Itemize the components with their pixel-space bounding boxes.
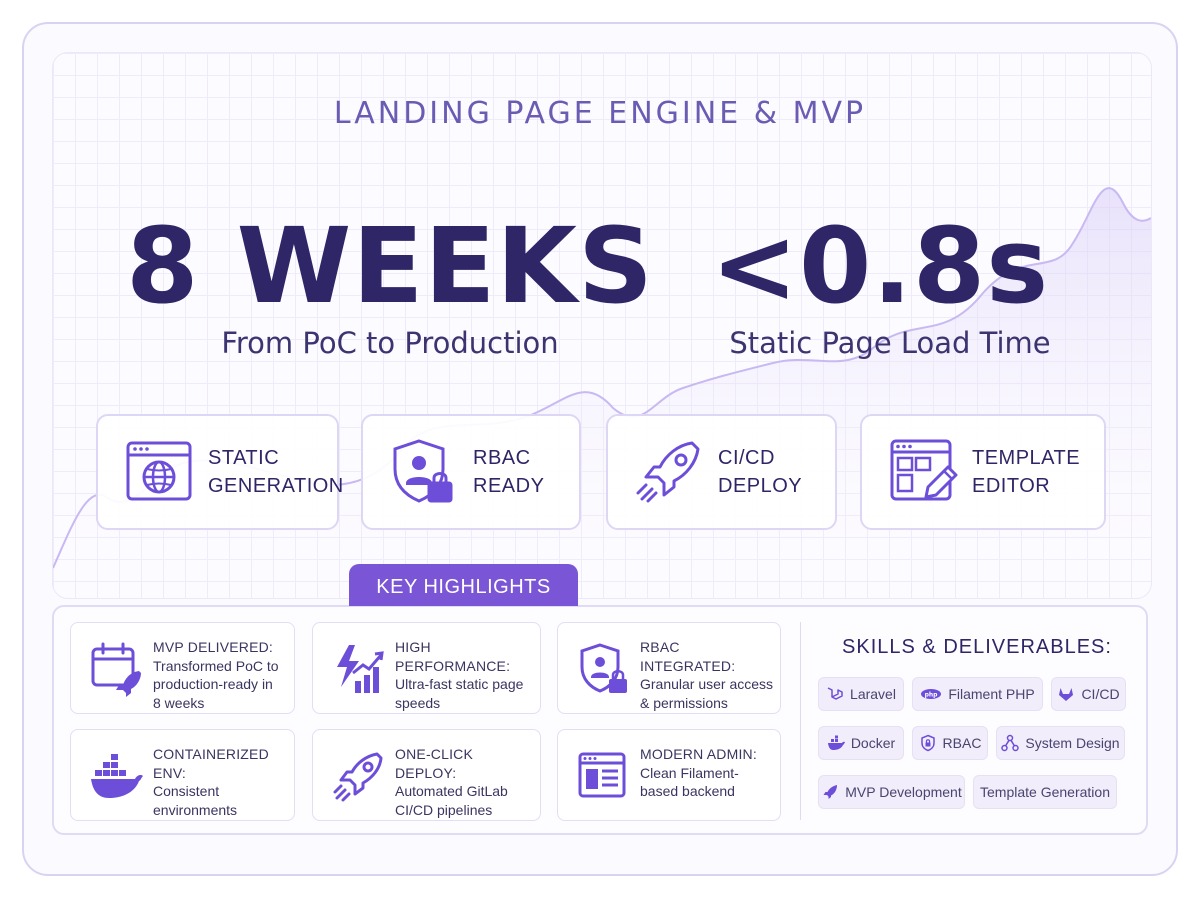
skill-chip-template-generation: Template Generation xyxy=(973,775,1117,809)
gitlab-icon xyxy=(1059,688,1074,701)
lightning-chart-icon xyxy=(337,645,384,693)
feature-rbac-ready: RBAC READY xyxy=(361,414,581,530)
highlight-one-click-deploy: ONE-CLICK DEPLOY: Automated GitLab CI/CD… xyxy=(312,729,541,821)
laravel-icon xyxy=(827,687,843,700)
skill-chip-mvp-development: MVP Development xyxy=(818,775,965,809)
highlight-rbac-integrated: RBAC INTEGRATED: Granular user access & … xyxy=(557,622,781,714)
docker-whale-icon xyxy=(91,754,143,798)
rocket-icon xyxy=(823,785,838,799)
metric-weeks-value: 8 WEEKS xyxy=(126,205,654,327)
highlight-modern-admin: MODERN ADMIN: Clean Filament- based back… xyxy=(557,729,781,821)
feature-label-line2: DEPLOY xyxy=(718,475,803,497)
skill-chip-label: System Design xyxy=(1025,735,1120,751)
feature-label-line1: TEMPLATE xyxy=(972,447,1081,469)
page-eyebrow-title: LANDING PAGE ENGINE & MVP xyxy=(333,96,867,131)
highlight-desc-line1: Granular user access xyxy=(640,676,774,692)
skill-chip-label: Template Generation xyxy=(980,784,1110,800)
shield-lock-icon xyxy=(920,734,935,752)
skill-chip-filament-php: php Filament PHP xyxy=(912,677,1043,711)
rocket-icon xyxy=(333,752,383,802)
rocket-icon xyxy=(636,441,700,503)
highlight-desc-line1: Automated GitLab xyxy=(395,783,508,799)
skill-chip-rbac: RBAC xyxy=(912,726,988,760)
highlight-mvp-delivered: MVP DELIVERED: Transformed PoC to produc… xyxy=(70,622,295,714)
skills-title: SKILLS & DELIVERABLES: xyxy=(842,636,1112,658)
highlight-desc-line2: speeds xyxy=(395,694,441,711)
skill-chip-cicd: CI/CD xyxy=(1051,677,1126,711)
feature-label-line2: EDITOR xyxy=(972,475,1051,497)
metric-weeks-caption: From PoC to Production xyxy=(221,326,559,360)
skill-chip-label: CI/CD xyxy=(1081,686,1120,702)
feature-template-editor: TEMPLATE EDITOR xyxy=(860,414,1106,530)
skill-chip-laravel: Laravel xyxy=(818,677,904,711)
highlight-desc-line3: 8 weeks xyxy=(153,694,205,711)
highlight-desc-line1: Transformed PoC to xyxy=(153,657,279,674)
feature-cicd-deploy: CI/CD DEPLOY xyxy=(606,414,837,530)
skill-chip-docker: Docker xyxy=(818,726,904,760)
highlight-title: ONE-CLICK DEPLOY: xyxy=(395,746,474,781)
browser-globe-icon xyxy=(126,441,192,501)
feature-label-line1: RBAC xyxy=(473,447,531,469)
shield-user-lock-icon xyxy=(580,643,627,693)
highlight-title: MVP DELIVERED: xyxy=(153,639,274,655)
highlight-desc-line2: production-ready in xyxy=(153,676,273,692)
feature-label-line1: CI/CD xyxy=(718,447,775,469)
highlight-title: MODERN ADMIN: xyxy=(640,746,757,762)
skill-chip-label: Laravel xyxy=(850,686,896,702)
highlight-desc-line1: Clean Filament- xyxy=(640,764,739,781)
feature-label-line2: READY xyxy=(473,475,545,497)
feature-static-generation: STATIC GENERATION xyxy=(96,414,343,530)
shield-user-lock-icon xyxy=(393,439,453,503)
highlight-title: HIGH PERFORMANCE: xyxy=(395,639,511,674)
highlight-title: CONTAINERIZED ENV: xyxy=(153,746,269,781)
svg-text:php: php xyxy=(925,692,939,699)
highlight-desc-line2: CI/CD pipelines xyxy=(395,801,493,818)
admin-window-icon xyxy=(578,752,626,798)
skill-chip-label: MVP Development xyxy=(845,784,962,800)
feature-label-line1: STATIC xyxy=(208,447,280,469)
template-edit-icon xyxy=(890,439,958,501)
highlight-desc-line2: based backend xyxy=(640,783,735,799)
calendar-rocket-icon xyxy=(91,642,141,697)
feature-label-line2: GENERATION xyxy=(208,475,344,497)
skill-chip-label: RBAC xyxy=(942,735,982,751)
network-icon xyxy=(1001,734,1020,752)
highlight-desc-line1: Ultra-fast static page xyxy=(395,676,524,692)
highlight-title: RBAC INTEGRATED: xyxy=(640,639,736,674)
metric-load-time-value: <0.8s xyxy=(710,205,1050,327)
skill-chip-label: Filament PHP xyxy=(948,686,1035,702)
highlight-desc-line2: environments xyxy=(153,801,238,818)
key-highlights-tab: KEY HIGHLIGHTS xyxy=(349,564,578,606)
highlight-containerized-env: CONTAINERIZED ENV: Consistent environmen… xyxy=(70,729,295,821)
metric-load-time-caption: Static Page Load Time xyxy=(729,326,1051,360)
highlight-high-performance: HIGH PERFORMANCE: Ultra-fast static page… xyxy=(312,622,541,714)
filament-icon: php xyxy=(921,689,942,699)
panel-divider xyxy=(800,622,801,820)
highlight-desc-line2: & permissions xyxy=(640,694,728,711)
skill-chip-system-design: System Design xyxy=(996,726,1125,760)
skill-chip-label: Docker xyxy=(850,735,896,751)
highlight-desc-line1: Consistent xyxy=(153,783,220,799)
docker-icon xyxy=(827,735,845,750)
